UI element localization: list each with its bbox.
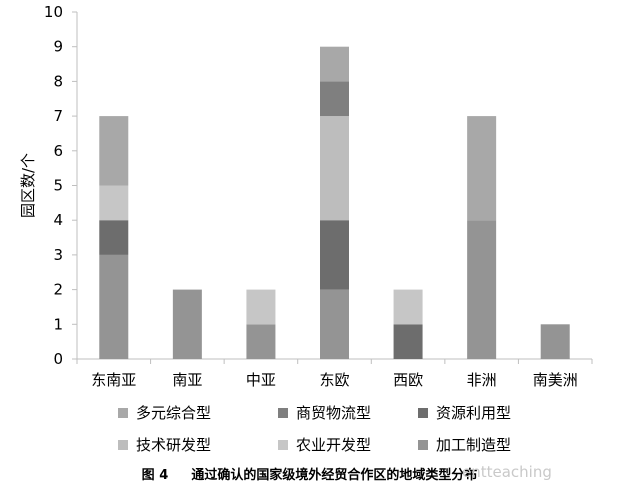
bars (99, 46, 570, 359)
y-tick-label: 7 (53, 107, 63, 125)
caption-label: 图 4 (141, 468, 169, 483)
figure-caption: 图 4 通过确认的国家级境外经贸合作区的地域类型分布 (0, 464, 619, 483)
bar-segment (320, 289, 349, 359)
legend-swatch (418, 407, 428, 418)
y-tick-label: 8 (53, 72, 63, 90)
x-tick-label: 西欧 (393, 371, 423, 389)
x-tick-label: 中亚 (246, 371, 276, 389)
legend-item: 多元综合型 (118, 402, 211, 423)
bar-segment (467, 220, 497, 359)
legend-swatch (118, 407, 128, 418)
bar-segment (246, 324, 276, 359)
y-tick-label: 10 (44, 3, 63, 21)
legend-swatch (418, 439, 428, 450)
legend-label: 加工制造型 (436, 436, 512, 454)
bar-segment (99, 185, 129, 221)
legend-swatch (278, 407, 288, 418)
y-tick-label: 9 (53, 38, 63, 56)
bar-segment (172, 289, 202, 359)
y-tick-label: 2 (53, 281, 63, 299)
legend-label: 技术研发型 (136, 436, 212, 454)
bar-segment (99, 254, 129, 359)
x-tick-label: 南美洲 (533, 371, 578, 389)
x-tick-label: 南亚 (172, 371, 202, 389)
y-axis-label: 园区数/个 (19, 153, 37, 218)
bar-segment (393, 324, 423, 359)
x-tick-label: 非洲 (467, 371, 497, 389)
bar-segment (320, 46, 349, 82)
legend-label: 商贸物流型 (296, 404, 372, 422)
bar-segment (467, 116, 497, 221)
y-tick-label: 0 (53, 350, 63, 368)
bar-segment (540, 324, 570, 359)
x-tick-label: 东南亚 (91, 371, 136, 389)
legend-item: 商贸物流型 (278, 402, 371, 423)
watermark: entteaching (462, 463, 552, 481)
legend-label: 资源利用型 (436, 404, 512, 422)
legend-item: 技术研发型 (118, 434, 211, 455)
y-tick-label: 5 (53, 177, 63, 195)
y-tick-label: 4 (53, 211, 63, 229)
legend-label: 多元综合型 (136, 404, 212, 422)
x-tick-label: 东欧 (319, 371, 349, 389)
legend-label: 农业开发型 (296, 436, 372, 454)
legend-item: 加工制造型 (418, 434, 511, 455)
bar-segment (320, 116, 349, 221)
legend-swatch (118, 439, 128, 450)
legend-swatch (278, 439, 288, 450)
caption-text: 通过确认的国家级境外经贸合作区的地域类型分布 (191, 468, 478, 483)
y-tick-label: 6 (53, 142, 63, 160)
y-tick-label: 3 (53, 246, 63, 264)
chart: 0 1 2 3 4 5 6 7 8 9 10 园区数/个东南亚 南亚 中亚 东欧 西欧 非洲 南美洲 (19, 3, 593, 389)
bar-segment (99, 220, 129, 255)
bar-segment (246, 289, 276, 325)
bar-segment (320, 220, 349, 290)
bar-segment (393, 289, 423, 325)
bar-segment (320, 81, 349, 117)
legend-item: 资源利用型 (418, 402, 511, 423)
y-tick-label: 1 (53, 315, 63, 333)
bar-segment (99, 116, 129, 186)
legend-item: 农业开发型 (278, 434, 371, 455)
